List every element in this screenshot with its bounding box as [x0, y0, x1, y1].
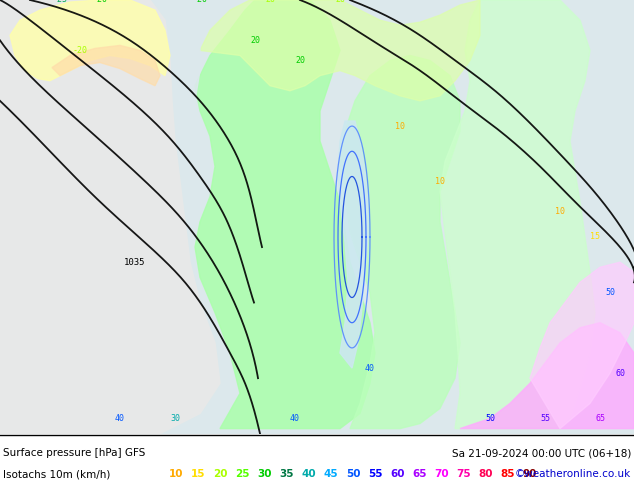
- Text: 20: 20: [295, 56, 305, 65]
- Text: 20: 20: [265, 0, 275, 4]
- Text: Sa 21-09-2024 00:00 UTC (06+18): Sa 21-09-2024 00:00 UTC (06+18): [451, 448, 631, 458]
- Polygon shape: [5, 0, 200, 282]
- Text: 10: 10: [169, 469, 183, 479]
- Text: -25: -25: [53, 0, 67, 4]
- Polygon shape: [195, 0, 375, 429]
- Text: 55: 55: [368, 469, 382, 479]
- Text: -20: -20: [93, 0, 108, 4]
- Text: Isotachs 10m (km/h): Isotachs 10m (km/h): [3, 469, 110, 479]
- Text: 1035: 1035: [124, 258, 146, 267]
- Text: 10: 10: [395, 122, 405, 130]
- Text: ©weatheronline.co.uk: ©weatheronline.co.uk: [515, 469, 631, 479]
- Text: 80: 80: [479, 469, 493, 479]
- Polygon shape: [460, 323, 634, 429]
- Text: 60: 60: [390, 469, 404, 479]
- Text: 20: 20: [335, 0, 345, 4]
- Text: 25: 25: [235, 469, 250, 479]
- Text: 15: 15: [590, 232, 600, 242]
- Text: 75: 75: [456, 469, 471, 479]
- Text: 30: 30: [170, 414, 180, 423]
- Text: 45: 45: [323, 469, 338, 479]
- Text: -20: -20: [72, 46, 87, 55]
- Text: 20: 20: [213, 469, 228, 479]
- Text: 65: 65: [595, 414, 605, 423]
- Text: 85: 85: [501, 469, 515, 479]
- Text: 40: 40: [115, 414, 125, 423]
- Text: 10: 10: [555, 207, 565, 216]
- Text: 20: 20: [250, 36, 260, 45]
- Polygon shape: [0, 0, 220, 434]
- Text: 35: 35: [280, 469, 294, 479]
- Text: 50: 50: [485, 414, 495, 423]
- Text: 10: 10: [435, 177, 445, 186]
- Polygon shape: [440, 0, 595, 429]
- Text: Surface pressure [hPa] GFS: Surface pressure [hPa] GFS: [3, 448, 145, 458]
- Polygon shape: [530, 262, 634, 429]
- Text: 50: 50: [605, 288, 615, 297]
- Text: -20: -20: [193, 0, 207, 4]
- Text: 40: 40: [301, 469, 316, 479]
- Text: 60: 60: [615, 368, 625, 378]
- Text: 55: 55: [540, 414, 550, 423]
- Text: 90: 90: [523, 469, 537, 479]
- Text: 15: 15: [191, 469, 205, 479]
- Polygon shape: [10, 0, 170, 81]
- Polygon shape: [340, 55, 460, 429]
- Text: 70: 70: [434, 469, 449, 479]
- Text: 40: 40: [365, 364, 375, 372]
- Text: 40: 40: [290, 414, 300, 423]
- Polygon shape: [52, 46, 160, 86]
- Text: 65: 65: [412, 469, 427, 479]
- Polygon shape: [200, 0, 480, 101]
- Text: 50: 50: [346, 469, 360, 479]
- Text: 30: 30: [257, 469, 272, 479]
- Polygon shape: [338, 121, 368, 368]
